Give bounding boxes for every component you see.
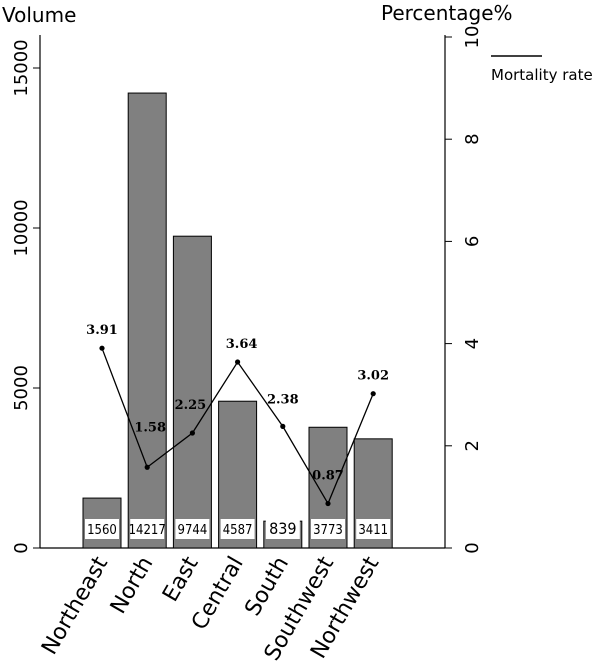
- bars: [82, 92, 393, 549]
- y2-tick-label: 0: [462, 542, 483, 553]
- y2-tick-label: 2: [462, 440, 483, 451]
- y2-tick-label: 8: [462, 133, 483, 144]
- bar-value-label: 839: [269, 519, 296, 538]
- y2-axis-title: Percentage%: [381, 1, 513, 25]
- y2-tick-label: 4: [462, 338, 483, 349]
- bar-value-label: 14217: [129, 523, 166, 538]
- rate-value-label: 2.38: [267, 392, 299, 407]
- bar-label-box: [85, 519, 119, 539]
- bar: [172, 235, 212, 549]
- line-point: [325, 500, 331, 507]
- bar: [127, 92, 167, 549]
- rate-value-label: 0.87: [312, 469, 344, 484]
- y-axis-title: Volume: [2, 3, 76, 27]
- legend-label: Mortality rate: [491, 66, 593, 84]
- y-tick-label: 0: [11, 542, 32, 553]
- y2-tick-label: 10: [462, 26, 483, 49]
- x-tick-label: North: [106, 553, 158, 619]
- rate-value-label: 3.02: [357, 369, 389, 384]
- mortality-line: [99, 345, 376, 507]
- y-tick-label: 15000: [11, 39, 32, 96]
- bar-label-box: [265, 519, 300, 539]
- line-point: [144, 464, 150, 470]
- bar-label-box: [175, 519, 210, 539]
- bar-label-box: [220, 519, 255, 539]
- rate-value-label: 3.91: [86, 323, 118, 338]
- bar-value-label: 3773: [313, 523, 343, 538]
- line-point: [370, 391, 376, 397]
- rate-value-label: 2.25: [175, 398, 207, 413]
- line-point: [99, 345, 105, 351]
- bar-value-label: 1560: [87, 523, 117, 538]
- bar-label-box: [130, 519, 165, 539]
- axes: 0 5000 10000 15000 0 2 4 6 8 10: [11, 26, 483, 554]
- y-tick-label: 5000: [11, 365, 32, 411]
- bar-value-label: 4587: [223, 523, 253, 538]
- line-point: [280, 423, 286, 429]
- line-point: [235, 359, 241, 365]
- bar-label-box: [311, 519, 345, 539]
- y2-tick-label: 6: [462, 236, 483, 247]
- bar-value-label: 3411: [358, 523, 388, 538]
- bar-value-label: 9744: [178, 523, 208, 538]
- line-point: [189, 430, 195, 436]
- bar-label-box: [356, 519, 391, 539]
- x-tick-label: East: [158, 552, 204, 606]
- rate-value-label: 3.64: [226, 337, 258, 352]
- legend: Mortality rate: [491, 55, 593, 84]
- y-tick-label: 10000: [11, 199, 32, 256]
- x-tick-label: Northeast: [37, 552, 113, 659]
- rate-value-label: 1.58: [134, 420, 166, 435]
